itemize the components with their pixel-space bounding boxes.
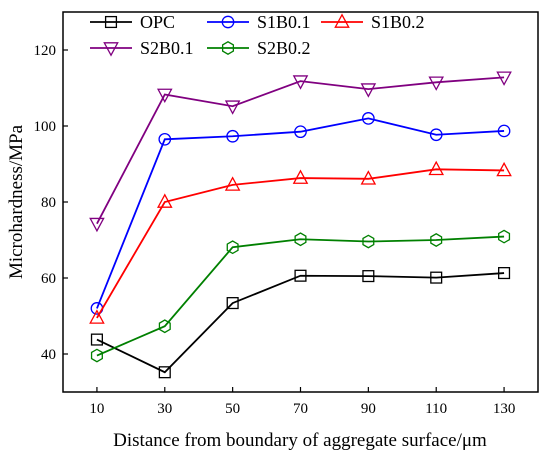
data-point xyxy=(360,170,377,185)
y-tick-label: 60 xyxy=(41,271,56,287)
data-point xyxy=(497,124,511,138)
y-tick-label: 100 xyxy=(34,119,57,135)
data-point xyxy=(294,269,307,282)
x-tick-label: 90 xyxy=(361,401,376,417)
data-point xyxy=(428,76,445,91)
series-line xyxy=(96,272,505,374)
legend-item: S2B0.1 xyxy=(90,38,194,58)
data-point xyxy=(90,348,103,363)
data-point xyxy=(362,112,375,125)
legend-label: OPC xyxy=(140,12,175,32)
y-axis-label: Microhardness/MPa xyxy=(6,124,27,279)
data-point xyxy=(430,271,443,284)
data-point xyxy=(292,75,309,90)
data-point xyxy=(156,88,173,104)
data-point xyxy=(429,128,443,142)
y-tick-label: 40 xyxy=(41,347,56,363)
data-point xyxy=(158,366,171,379)
legend-label: S1B0.1 xyxy=(257,12,311,32)
legend-label: S1B0.2 xyxy=(371,12,425,32)
legend-label: S2B0.2 xyxy=(257,38,311,58)
data-point xyxy=(292,169,309,184)
x-tick-label: 30 xyxy=(157,401,172,417)
series-S2B0.2 xyxy=(90,229,511,363)
y-tick-label: 120 xyxy=(34,43,57,59)
legend-marker xyxy=(103,42,119,57)
data-point xyxy=(294,232,307,247)
data-point xyxy=(294,125,307,139)
data-point xyxy=(226,297,239,310)
data-point xyxy=(226,240,239,255)
data-point xyxy=(362,234,375,249)
data-point xyxy=(362,270,375,283)
series-line xyxy=(96,235,505,357)
x-tick-label: 70 xyxy=(293,401,308,417)
data-point xyxy=(360,83,377,98)
data-point xyxy=(498,267,511,280)
data-point xyxy=(226,129,239,143)
legend: OPC S1B0.1 S1B0.2 S2B0.1 S2B0.2 xyxy=(90,12,425,58)
legend-marker xyxy=(221,15,235,29)
series-OPC xyxy=(90,267,511,379)
ticks: 10 30 50 70 90 110 130 40 60 80 100 120 xyxy=(34,43,516,417)
x-tick-label: 110 xyxy=(425,401,447,417)
legend-item: S1B0.2 xyxy=(321,12,425,32)
series-line xyxy=(96,76,505,225)
series-line xyxy=(96,117,505,309)
x-axis-label: Distance from boundary of aggregate surf… xyxy=(113,430,487,451)
legend-label: S2B0.1 xyxy=(140,38,194,58)
data-point xyxy=(89,309,105,324)
data-point xyxy=(430,233,443,247)
data-point xyxy=(158,319,171,334)
legend-item: S1B0.1 xyxy=(207,12,311,32)
series-S1B0.2 xyxy=(89,160,512,324)
legend-marker xyxy=(104,15,118,29)
data-point xyxy=(158,132,172,146)
data-point xyxy=(156,193,173,208)
y-tick-label: 80 xyxy=(41,195,56,211)
data-point xyxy=(90,333,103,346)
data-point xyxy=(224,100,241,115)
plot-frame xyxy=(62,11,539,393)
series-S1B0.1 xyxy=(90,112,511,315)
data-point xyxy=(496,161,512,177)
legend-marker xyxy=(221,41,235,55)
series-S2B0.1 xyxy=(89,71,512,233)
series-line xyxy=(96,168,505,319)
data-point xyxy=(498,229,511,244)
series-layer xyxy=(89,71,512,379)
data-point xyxy=(224,176,241,191)
legend-item: S2B0.2 xyxy=(207,38,311,58)
data-point xyxy=(496,71,512,86)
x-tick-label: 50 xyxy=(225,401,240,417)
x-tick-label: 10 xyxy=(89,401,104,417)
data-point xyxy=(428,160,445,176)
legend-marker xyxy=(334,13,350,28)
legend-item: OPC xyxy=(90,12,175,32)
x-tick-label: 130 xyxy=(493,401,516,417)
data-point xyxy=(89,217,105,233)
